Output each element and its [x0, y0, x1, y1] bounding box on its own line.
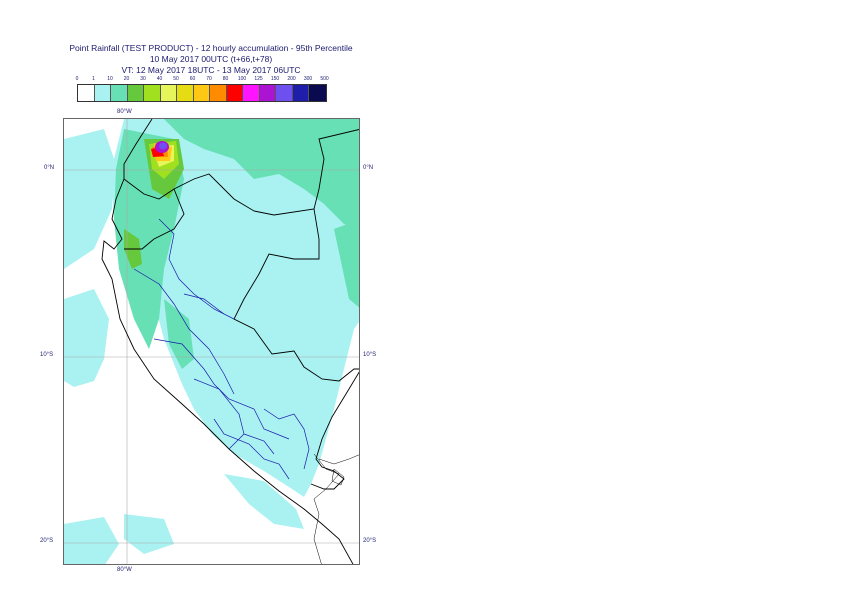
legend-threshold-labels: 0 1 10 20 30 40 50 60 70 80 100 125 150 200 300 500	[70, 76, 360, 85]
legend-threshold-label: 80	[222, 76, 229, 82]
lat-label-right-10s: 10°S	[363, 352, 377, 358]
rain-area-ocean-3	[224, 474, 304, 529]
legend-swatch-10	[243, 85, 260, 101]
regional-boundaries	[133, 218, 310, 480]
graticule	[64, 119, 359, 564]
legend-threshold-label: 200	[287, 76, 296, 82]
run-time-label: 10 May 2017 00UTC (t+66,t+78)	[149, 54, 273, 64]
map-canvas	[64, 119, 359, 564]
rain-area-10-20mm-andes	[164, 299, 194, 369]
rain-area-10-20mm-north	[164, 119, 359, 229]
legend-threshold-label: 100	[237, 76, 247, 82]
legend-threshold-label: 50	[173, 76, 179, 82]
rainfall-map	[63, 118, 360, 565]
legend-swatch-9	[226, 85, 243, 101]
rain-area-ocean-1	[64, 289, 109, 387]
rain-area-ocean-4	[124, 514, 174, 554]
legend-threshold-label: 0	[75, 76, 79, 82]
legend-swatch-2	[111, 85, 128, 101]
legend-threshold-label: 60	[189, 76, 196, 82]
legend-threshold-label: 40	[156, 76, 163, 82]
lat-label-left-10s: 10°S	[40, 352, 54, 358]
rain-area-ocean-2	[64, 129, 114, 269]
legend-swatch-5	[160, 85, 177, 101]
rain-area-10-20mm-east	[334, 219, 359, 308]
lon-label-bottom: 80°W	[117, 567, 132, 573]
legend-threshold-label: 150	[270, 76, 280, 82]
rain-area-ocean-5	[64, 517, 119, 564]
legend-swatch-6	[177, 85, 194, 101]
legend-threshold-label: 10	[107, 76, 113, 82]
valid-time-label: VT: 12 May 2017 18UTC - 13 May 2017 06UT…	[121, 65, 301, 75]
legend-swatch-7	[193, 85, 210, 101]
legend-threshold-label: 125	[254, 76, 263, 82]
legend-swatch-1	[94, 85, 111, 101]
legend-threshold-label: 300	[303, 76, 313, 82]
neighbour-borders	[313, 453, 359, 564]
legend-swatch-12	[276, 85, 293, 101]
lat-label-left-0: 0°N	[44, 165, 55, 171]
rain-area-150-200mm	[159, 142, 167, 150]
legend-threshold-label: 30	[140, 76, 146, 82]
legend-threshold-label: 1	[92, 76, 95, 82]
legend-swatch-0	[78, 85, 95, 101]
legend-threshold-label: 20	[123, 76, 130, 82]
lat-label-left-20s: 20°S	[40, 538, 54, 544]
legend-swatch-4	[144, 85, 161, 101]
legend-swatch-3	[127, 85, 144, 101]
legend-threshold-label: 500	[320, 76, 329, 82]
legend-threshold-label: 70	[206, 76, 212, 82]
color-legend	[77, 84, 327, 102]
legend-swatch-14	[309, 85, 326, 101]
lon-label-top: 80°W	[117, 109, 132, 115]
legend-swatch-8	[210, 85, 227, 101]
chart-title: Point Rainfall (TEST PRODUCT) - 12 hourl…	[69, 43, 353, 53]
legend-swatch-11	[259, 85, 276, 101]
lat-label-right-20s: 20°S	[363, 538, 377, 544]
national-borders	[101, 119, 359, 564]
legend-swatch-13	[292, 85, 309, 101]
lat-label-right-0: 0°N	[363, 165, 374, 171]
